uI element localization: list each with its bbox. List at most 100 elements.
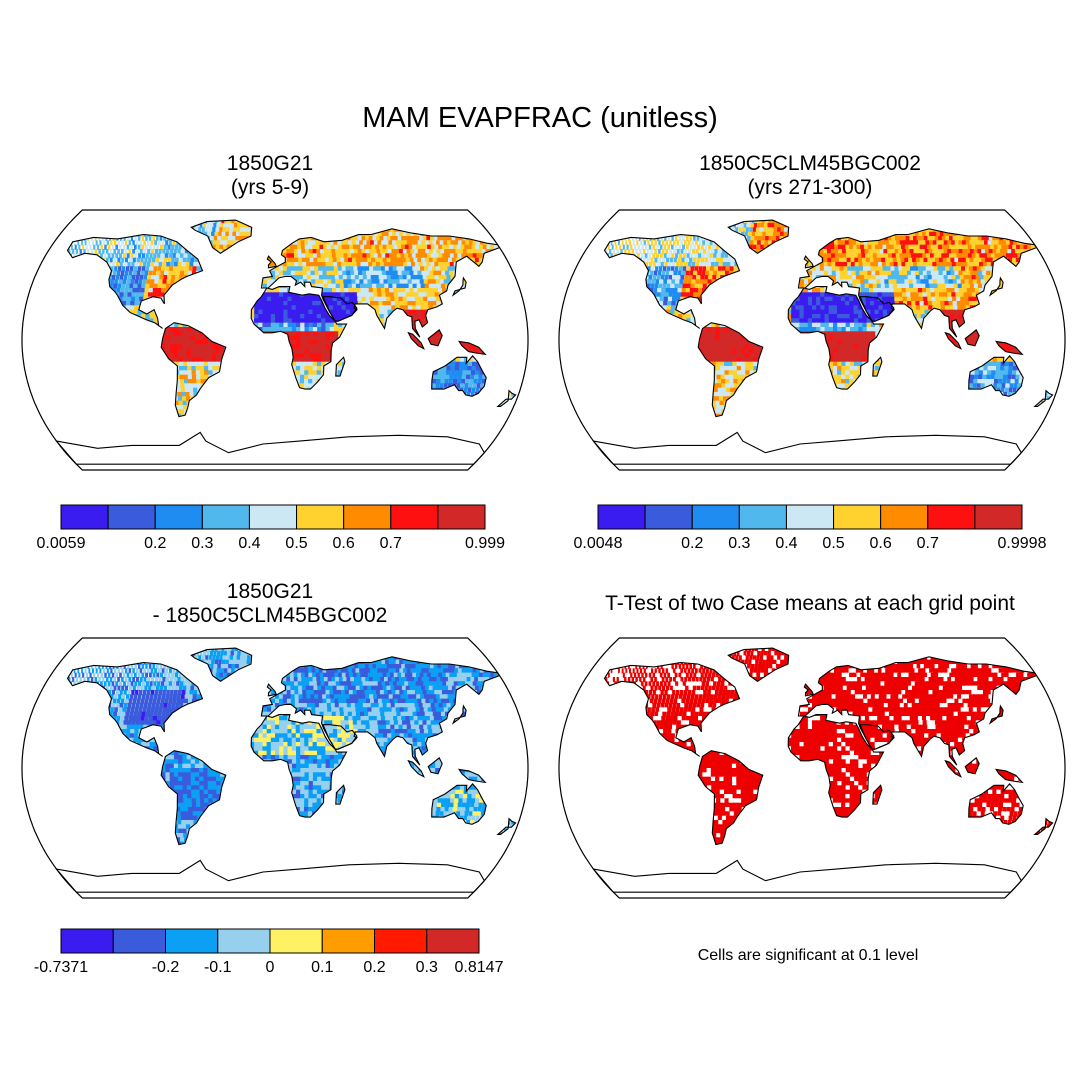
colorbar-tick-label: 0.5	[822, 535, 844, 553]
colorbar-swatch	[426, 928, 480, 954]
coastline-greenland	[190, 647, 253, 682]
colorbar-tick-label: 0.9998	[998, 535, 1047, 553]
colorbar-tick-label: -0.2	[152, 959, 180, 977]
coastline-uk	[266, 683, 278, 697]
coastline-madagascar	[335, 356, 346, 377]
colorbar-swatch	[880, 504, 929, 530]
panel-1-title-line1: 1850G21	[60, 152, 480, 176]
coastline-antarctica	[592, 431, 1022, 465]
coastline-sumatra	[944, 759, 962, 778]
coastline-newzealand	[496, 389, 517, 407]
coastline-newguinea	[994, 768, 1024, 784]
coastline-sumatra	[407, 759, 425, 778]
map-frame	[558, 637, 1066, 899]
coastline-japan	[988, 276, 1004, 297]
colorbar-tick-label: 0.2	[144, 535, 166, 553]
colorbar-tick-label: -0.1	[204, 959, 232, 977]
coastline-eurasia	[260, 656, 501, 766]
map-panel-1850G21	[21, 209, 529, 471]
coastline-newguinea	[994, 340, 1024, 356]
colorbar-swatch	[597, 504, 646, 530]
coastline-australia	[431, 783, 487, 825]
map-frame	[21, 637, 529, 899]
coastline-greenland	[727, 219, 790, 254]
colorbar-tick-label: 0.8147	[455, 959, 504, 977]
land-field-cells	[67, 648, 516, 845]
colorbar-tick-label: 0.4	[238, 535, 260, 553]
panel-2-title: 1850C5CLM45BGC002 (yrs 271-300)	[600, 152, 1020, 200]
colorbar-swatch	[927, 504, 976, 530]
coastline-antarctica	[592, 859, 1022, 893]
coastline-borneo	[427, 757, 443, 775]
colorbar-swatch	[107, 504, 156, 530]
coastline-namerica	[603, 662, 741, 757]
significance-note: Cells are significant at 0.1 level	[540, 947, 1076, 965]
land-field-cells	[604, 648, 1053, 845]
panel-4-title-line1: T-Test of two Case means at each grid po…	[540, 592, 1080, 616]
coastline-eurasia	[797, 228, 1038, 338]
coastline-borneo	[964, 757, 980, 775]
coastline-namerica	[603, 234, 741, 329]
colorbar-panel-1	[60, 504, 486, 530]
panel-2-title-line1: 1850C5CLM45BGC002	[600, 152, 1020, 176]
coastline-greenland	[727, 647, 790, 682]
coastline-newzealand	[1033, 817, 1054, 835]
coastline-japan	[451, 276, 467, 297]
coastline-australia	[431, 355, 487, 397]
coastline-arabia	[859, 724, 895, 750]
coastline-newzealand	[1033, 389, 1054, 407]
colorbar-swatch	[154, 504, 203, 530]
coastline-uk	[266, 255, 278, 269]
coastline-uk	[803, 255, 815, 269]
coastline-africa	[787, 714, 885, 818]
colorbar-swatch	[974, 504, 1023, 530]
map-panel-difference	[21, 637, 529, 899]
coastline-japan	[451, 704, 467, 725]
colorbar-swatch	[833, 504, 882, 530]
coastline-africa	[787, 286, 885, 390]
coastline-antarctica	[55, 431, 485, 465]
coastline-eurasia	[797, 656, 1038, 766]
colorbar-swatch	[60, 504, 109, 530]
coastline-africa	[250, 286, 348, 390]
colorbar-tick-label: 0.1	[311, 959, 333, 977]
coastline-madagascar	[872, 784, 883, 805]
land-field-cells	[604, 220, 1053, 417]
colorbar-tick-label: 0.999	[465, 535, 505, 553]
colorbar-tick-label: 0.6	[333, 535, 355, 553]
colorbar-tick-label: 0.7	[380, 535, 402, 553]
colorbar-swatch	[248, 504, 298, 530]
colorbar-swatch	[437, 504, 486, 530]
colorbar-tick-label: 0.3	[191, 535, 213, 553]
colorbar-tick-label: 0.2	[363, 959, 385, 977]
panel-3-title: 1850G21 - 1850C5CLM45BGC002	[60, 580, 480, 628]
colorbar-swatch	[343, 504, 392, 530]
map-panel-ttest	[558, 637, 1066, 899]
panel-4-title: T-Test of two Case means at each grid po…	[540, 592, 1080, 616]
colorbar-tick-label: 0	[266, 959, 275, 977]
map-frame	[558, 209, 1066, 471]
coastline-arabia	[859, 296, 895, 322]
map-panel-1850C5CLM45BGC002	[558, 209, 1066, 471]
colorbar-tick-label: -0.7371	[34, 959, 88, 977]
coastline-japan	[988, 704, 1004, 725]
colorbar-swatch	[60, 928, 114, 954]
colorbar-tick-label: 0.0048	[574, 535, 623, 553]
coastline-eurasia	[260, 228, 501, 338]
main-title: MAM EVAPFRAC (unitless)	[0, 102, 1080, 135]
coastline-sumatra	[944, 331, 962, 350]
colorbar-swatch	[112, 928, 166, 954]
coastline-madagascar	[872, 356, 883, 377]
panel-3-title-line1: 1850G21	[60, 580, 480, 604]
coastline-newguinea	[457, 768, 487, 784]
coastline-borneo	[427, 329, 443, 347]
coastline-arabia	[322, 724, 358, 750]
colorbar-swatch	[269, 928, 323, 954]
coastline-antarctica	[55, 859, 485, 893]
colorbar-swatch	[321, 928, 375, 954]
coastline-arabia	[322, 296, 358, 322]
colorbar-panel-3	[60, 928, 480, 954]
colorbar-swatch	[644, 504, 693, 530]
panel-3-title-line2: - 1850C5CLM45BGC002	[60, 604, 480, 628]
colorbar-tick-label: 0.5	[285, 535, 307, 553]
